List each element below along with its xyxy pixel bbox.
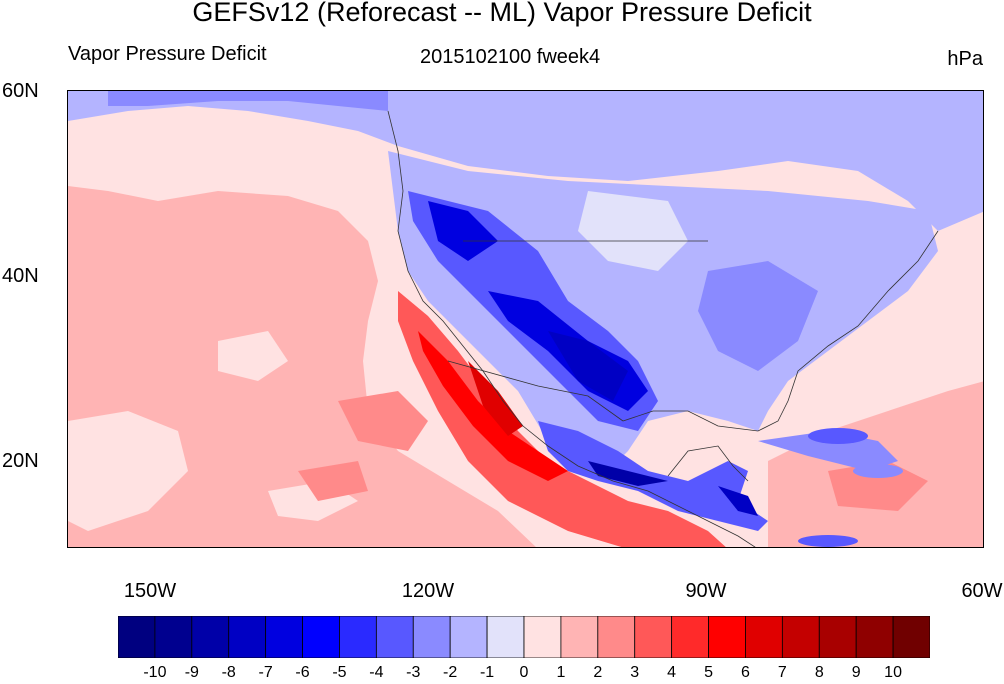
lon-label-60w: 60W bbox=[961, 580, 1003, 602]
colorbar-swatch bbox=[597, 616, 636, 658]
us-negative-anomaly bbox=[388, 151, 938, 471]
colorbar-tick-label: -8 bbox=[221, 664, 236, 681]
colorbar-swatch bbox=[191, 616, 230, 658]
colorbar-swatch bbox=[818, 616, 857, 658]
pacific-pale-patches bbox=[68, 331, 358, 531]
lat-label-60n: 60N bbox=[2, 80, 39, 102]
colorbar-swatch bbox=[781, 616, 820, 658]
colorbar-tick-label: 7 bbox=[777, 664, 787, 681]
mexico-interior-negative-anomaly bbox=[538, 421, 898, 531]
map-title: GEFSv12 (Reforecast -- ML) Vapor Pressur… bbox=[192, 0, 812, 27]
colorbar-tick-label: 1 bbox=[556, 664, 566, 681]
colorbar-tick-label: -5 bbox=[332, 664, 347, 681]
lat-label-20n: 20N bbox=[2, 450, 39, 472]
colorbar-swatch bbox=[118, 616, 156, 658]
pacific-moderate-anomaly bbox=[298, 391, 928, 511]
colorbar-swatch bbox=[154, 616, 193, 658]
lon-label-120w: 120W bbox=[401, 580, 455, 602]
colorbar-swatch bbox=[523, 616, 562, 658]
colorbar-tick-label: 5 bbox=[704, 664, 713, 681]
colorbar-swatch bbox=[486, 616, 525, 658]
colorbar-swatch bbox=[412, 616, 451, 658]
mexico-coastal-high-anomaly bbox=[398, 291, 726, 547]
colorbar-tick-label: -2 bbox=[443, 664, 458, 681]
coastlines bbox=[387, 110, 939, 547]
colorbar-swatch bbox=[855, 616, 894, 658]
lon-label-150w: 150W bbox=[123, 580, 177, 602]
colorbar-tick-label: 3 bbox=[630, 664, 640, 681]
colorbar-tick-label: 4 bbox=[667, 664, 677, 681]
map-panel bbox=[67, 90, 984, 548]
colorbar-tick-label: 10 bbox=[884, 664, 902, 681]
colorbar-swatch bbox=[265, 616, 303, 658]
colorbar-tick-label: -10 bbox=[143, 664, 167, 681]
colorbar-swatch bbox=[302, 616, 340, 658]
lon-label-90w: 90W bbox=[685, 580, 727, 602]
colorbar-tick-label: 8 bbox=[814, 664, 824, 681]
canada-negative-anomaly bbox=[68, 91, 983, 231]
colorbar-swatch bbox=[745, 616, 783, 658]
colorbar-tick-label: -3 bbox=[406, 664, 421, 681]
units-label: hPa bbox=[947, 48, 983, 70]
colorbar-swatch bbox=[228, 616, 267, 658]
colorbar-swatch bbox=[634, 616, 673, 658]
lat-label-40n: 40N bbox=[2, 265, 39, 287]
colorbar-tick-label: -6 bbox=[295, 664, 310, 681]
colorbar-tick-label: 9 bbox=[851, 664, 861, 681]
colorbar-swatch bbox=[375, 616, 414, 658]
vpd-anomaly-map bbox=[68, 91, 983, 547]
forecast-time-label: 2015102100 fweek4 bbox=[420, 46, 601, 68]
colorbar-swatch bbox=[560, 616, 599, 658]
colorbar-tick-label: -1 bbox=[479, 664, 495, 681]
colorbar-swatch bbox=[708, 616, 746, 658]
colorbar bbox=[118, 616, 930, 658]
variable-label: Vapor Pressure Deficit bbox=[68, 43, 267, 65]
colorbar-tick-label: 6 bbox=[741, 664, 750, 681]
colorbar-tick-label: -7 bbox=[258, 664, 273, 681]
colorbar-swatch bbox=[339, 616, 377, 658]
colorbar-tick-label: 0 bbox=[519, 664, 529, 681]
colorbar-tick-label: 2 bbox=[593, 664, 603, 681]
colorbar-tick-label: -4 bbox=[369, 664, 384, 681]
colorbar-swatch bbox=[892, 616, 930, 658]
colorbar-swatch bbox=[449, 616, 488, 658]
colorbar-tick-label: -9 bbox=[184, 664, 199, 681]
caribbean-negative-spots bbox=[798, 428, 903, 547]
colorbar-swatch bbox=[671, 616, 709, 658]
